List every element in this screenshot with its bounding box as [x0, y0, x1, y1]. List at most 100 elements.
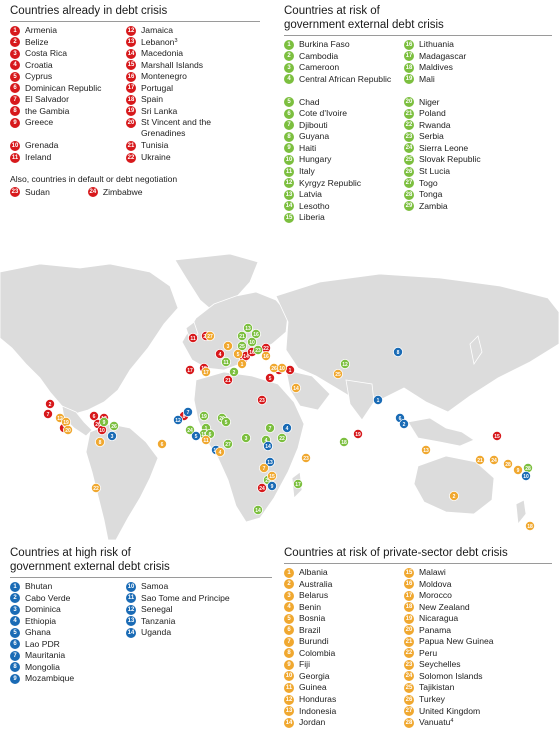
- marker-number: 21: [477, 458, 483, 464]
- number-badge: 20: [126, 117, 136, 128]
- list-item: 21 Papua New Guinea: [404, 636, 544, 648]
- marker-number: 6: [161, 442, 164, 448]
- marker-number: 24: [187, 428, 193, 434]
- country-name: Nicaragua: [419, 613, 459, 624]
- map-marker-red: 7: [43, 408, 54, 419]
- marker-dot: [184, 365, 195, 376]
- marker-number: 14: [293, 386, 299, 392]
- marker-number: 24: [491, 458, 497, 464]
- number-badge: 13: [126, 616, 136, 627]
- list-item: 1 Albania: [284, 567, 400, 579]
- map-marker-orange: 13: [420, 444, 431, 455]
- marker-dot: [513, 464, 524, 475]
- map-marker-blue: 4: [281, 422, 292, 433]
- marker-dot: [222, 341, 233, 352]
- marker-dot: [45, 398, 56, 409]
- marker-number: 2: [233, 370, 236, 376]
- legend-private-risk: Countries at risk of private-sector debt…: [284, 546, 552, 729]
- marker-number: 14: [265, 444, 271, 450]
- marker-number: 8: [99, 440, 102, 446]
- map-marker-orange: 11: [200, 434, 211, 445]
- marker-dot: [63, 424, 74, 435]
- marker-dot: [256, 394, 267, 405]
- marker-number: 27: [225, 442, 231, 448]
- map-marker-orange: 7: [258, 462, 269, 473]
- marker-dot: [184, 424, 195, 435]
- number-badge: 9: [284, 659, 294, 670]
- number-badge: 28: [404, 717, 414, 728]
- number-badge: 8: [284, 648, 294, 659]
- country-name: Djibouti: [299, 119, 328, 130]
- marker-number: 7: [269, 426, 272, 432]
- country-name: the Gambia: [25, 105, 70, 116]
- map-marker-green: 22: [276, 432, 287, 443]
- country-name: Guyana: [299, 131, 330, 142]
- country-name: Ireland: [25, 152, 52, 163]
- map-marker-orange: 23: [300, 452, 311, 463]
- marker-number: 2: [49, 402, 52, 408]
- list-item: 23 Sudan: [10, 187, 50, 199]
- marker-number: 28: [505, 462, 511, 468]
- marker-number: 1: [289, 368, 292, 374]
- country-name: Portugal: [141, 82, 174, 93]
- marker-dot: [276, 432, 287, 443]
- map-marker-orange: 4: [214, 446, 225, 457]
- country-name: Australia: [299, 578, 333, 589]
- world-map: 1127171821914162251314191523242736122010…: [0, 252, 559, 542]
- marker-dot: [190, 430, 201, 441]
- marker-dot: [338, 436, 349, 447]
- list-item: 11 Italy: [284, 166, 400, 178]
- marker-dot: [258, 462, 269, 473]
- list-item: 16 Lithuania: [404, 39, 544, 51]
- marker-number: 8: [397, 350, 400, 356]
- country-name: Costa Rica: [25, 48, 68, 59]
- marker-dot: [222, 375, 233, 386]
- number-badge: 2: [10, 593, 20, 604]
- marker-dot: [332, 369, 343, 380]
- marker-number: 19: [201, 414, 207, 420]
- marker-number: 19: [63, 420, 69, 426]
- list-item: 11 Guinea: [284, 682, 400, 694]
- list-item: 10 Hungary: [284, 154, 400, 166]
- marker-dot: [420, 444, 431, 455]
- country-name: Jordan: [299, 717, 326, 728]
- marker-number: 27: [207, 334, 213, 340]
- number-badge: 22: [404, 648, 414, 659]
- marker-number: 4: [219, 352, 222, 358]
- marker-dot: [220, 416, 231, 427]
- number-badge: 23: [404, 131, 414, 142]
- marker-dot: [214, 446, 225, 457]
- marker-dot: [448, 490, 459, 501]
- country-name: United Kingdom: [419, 705, 481, 716]
- marker-number: 5: [195, 434, 198, 440]
- marker-number: 9: [271, 484, 274, 490]
- world-map-svg: 1127171821914162251314191523242736122010…: [0, 253, 559, 541]
- list-item: 8 Guyana: [284, 131, 400, 143]
- number-badge: 12: [126, 25, 136, 36]
- marker-dot: [228, 367, 239, 378]
- list-item: 5 Cyprus: [10, 71, 122, 83]
- marker-dot: [474, 454, 485, 465]
- number-badge: 8: [10, 662, 20, 673]
- marker-dot: [43, 408, 54, 419]
- list-item: 5 Ghana: [10, 627, 122, 639]
- number-badge: 5: [284, 97, 294, 108]
- number-badge: 10: [126, 581, 136, 592]
- land-shapes: [0, 253, 559, 541]
- country-name: Italy: [299, 166, 315, 177]
- number-badge: 9: [284, 143, 294, 154]
- map-marker-orange: 21: [474, 454, 485, 465]
- country-name: Seychelles: [419, 659, 461, 670]
- list-item: 6 Cote d'Ivoire: [284, 108, 400, 120]
- marker-number: 12: [175, 418, 181, 424]
- number-badge: 15: [404, 567, 414, 578]
- number-badge: 17: [404, 590, 414, 601]
- list-item: 9 Mozambique: [10, 673, 122, 685]
- marker-number: 18: [527, 524, 533, 530]
- country-name: Armenia: [25, 25, 57, 35]
- list-item: 1 Burkina Faso: [284, 39, 400, 51]
- list-item: 6 Brazil: [284, 625, 400, 637]
- country-name: Tanzania: [141, 615, 176, 626]
- map-marker-green: 13: [242, 323, 253, 334]
- country-name: St Lucia: [419, 166, 451, 177]
